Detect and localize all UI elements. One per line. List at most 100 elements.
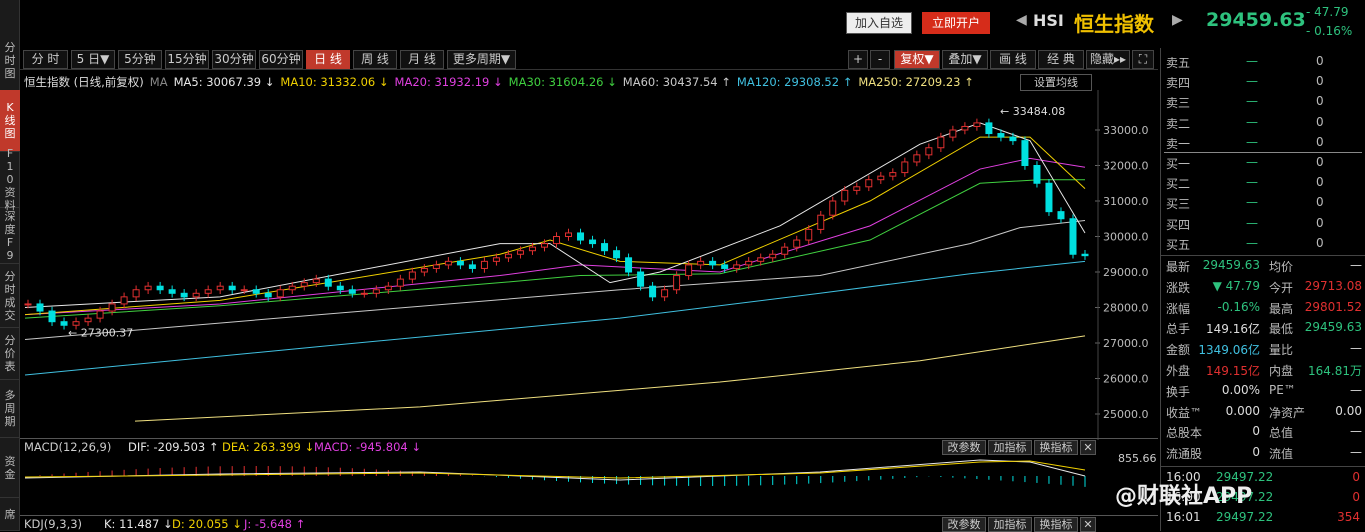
period-tab-5[interactable]: 60分钟 — [259, 50, 303, 69]
tick-volume: 354 — [1337, 510, 1360, 524]
orderbook-price: — — [1246, 155, 1258, 169]
quote-divider — [1161, 255, 1365, 256]
ma-legend-item: MA10: 31332.06 ↓ — [280, 75, 389, 89]
left-tab-0[interactable]: 分时图 — [0, 30, 20, 92]
candle-body — [276, 289, 284, 298]
candle-body — [156, 285, 164, 291]
quote-row: 涨跌 ▼ 47.79 今开 29713.08 — [1166, 279, 1364, 297]
period-tab-4[interactable]: 30分钟 — [212, 50, 256, 69]
macd-legend: MACD: -945.804 ↓ — [314, 440, 421, 454]
orderbook-label: 卖三 — [1166, 96, 1191, 111]
left-tab-2[interactable]: F10资料 — [0, 147, 20, 212]
period-tab-3[interactable]: 15分钟 — [165, 50, 209, 69]
orderbook-label: 买四 — [1166, 217, 1191, 232]
kdj-btn-2[interactable]: 换指标 — [1034, 517, 1078, 532]
orderbook-label: 买三 — [1166, 197, 1191, 212]
tick-price: 29497.22 — [1216, 490, 1274, 504]
candle-body — [889, 172, 897, 177]
open-account-button[interactable]: 立即开户 — [922, 12, 990, 34]
kdj-close-icon[interactable]: ✕ — [1080, 517, 1096, 532]
add-watchlist-button[interactable]: 加入自选 — [846, 12, 912, 34]
candle-body — [408, 271, 416, 280]
next-stock-icon[interactable]: ▶ — [1172, 12, 1183, 28]
macd-btn-0[interactable]: 改参数 — [942, 440, 986, 455]
candle-body — [216, 285, 224, 291]
period-tab-7[interactable]: 周 线 — [353, 50, 397, 69]
macd-btn-2[interactable]: 换指标 — [1034, 440, 1078, 455]
ytick-label: 31000.0 — [1103, 195, 1149, 208]
quote-value: 0.00 — [1335, 403, 1362, 418]
tick-price: 29497.22 — [1216, 470, 1274, 484]
candle-body — [336, 285, 344, 291]
orderbook-label: 买一 — [1166, 157, 1191, 171]
left-tab-7[interactable]: 资金 — [0, 438, 20, 498]
candle-body — [456, 260, 464, 266]
ma-settings-button[interactable]: 设置均线 — [1020, 74, 1092, 91]
chart-tool-5[interactable]: 经 典 — [1038, 50, 1084, 69]
quote-value: 149.16亿 — [1206, 322, 1260, 337]
orderbook-volume: 0 — [1316, 114, 1324, 129]
watermark: @财联社APP — [1115, 484, 1253, 509]
chart-tool-3[interactable]: 叠加▼ — [942, 50, 988, 69]
ma5-line — [24, 122, 1086, 308]
left-tab-6[interactable]: 多周期 — [0, 380, 20, 438]
orderbook-row: 卖四 — 0 — [1166, 74, 1361, 92]
chart-tool-1[interactable]: - — [870, 50, 890, 69]
orderbook-row: 卖二 — 0 — [1166, 115, 1361, 133]
orderbook-label: 卖一 — [1166, 136, 1191, 151]
left-tab-1[interactable]: K线图 — [0, 90, 20, 152]
quote-value: 164.81万 — [1308, 364, 1362, 378]
chart-tool-2[interactable]: 复权▼ — [894, 50, 940, 69]
left-tab-8[interactable]: 席 — [0, 498, 20, 531]
candle-body — [240, 289, 248, 292]
quote-value: — — [1350, 341, 1362, 356]
period-tab-8[interactable]: 月 线 — [400, 50, 444, 69]
ticks-divider — [1161, 466, 1365, 467]
candle-body — [48, 310, 56, 323]
quote-label: 最新 — [1166, 260, 1191, 274]
left-tab-5[interactable]: 分价表 — [0, 328, 20, 380]
kdj-btn-1[interactable]: 加指标 — [988, 517, 1032, 532]
chart-tool-7[interactable]: ⛶ — [1132, 50, 1154, 69]
period-tab-0[interactable]: 分 时 — [23, 50, 68, 69]
candle-body — [1069, 218, 1077, 255]
ma10-line — [24, 136, 1086, 316]
candle-body — [432, 264, 440, 269]
quote-label: 金额 — [1166, 343, 1191, 358]
candle-body — [949, 129, 957, 138]
macd-btn-1[interactable]: 加指标 — [988, 440, 1032, 455]
macd-close-icon[interactable]: ✕ — [1080, 440, 1096, 455]
quote-label: 外盘 — [1166, 364, 1191, 378]
ma-label: MA — [149, 75, 168, 89]
candle-body — [60, 321, 68, 326]
quote-label: 今开 — [1269, 280, 1294, 295]
candle-body — [204, 289, 212, 294]
orderbook-label: 买五 — [1166, 237, 1191, 252]
low-label: ← 27300.37 — [68, 326, 133, 339]
ytick-label: 26000.0 — [1103, 373, 1149, 386]
period-tab-2[interactable]: 5分钟 — [118, 50, 162, 69]
kdj-legend: J: -5.648 ↑ — [244, 517, 306, 531]
orderbook-price: — — [1246, 215, 1258, 230]
prev-stock-icon[interactable]: ◀ — [1016, 12, 1027, 28]
kline-chart[interactable]: 33000.0 32000.0 31000.0 30000.0 29000.0 28000… — [20, 90, 1158, 440]
stock-code: HSI — [1033, 11, 1064, 30]
macd-chart — [24, 459, 1086, 487]
kdj-btn-0[interactable]: 改参数 — [942, 517, 986, 532]
period-tab-9[interactable]: 更多周期▼ — [447, 50, 516, 69]
quote-label: 涨幅 — [1166, 301, 1191, 316]
period-tab-6[interactable]: 日 线 — [306, 50, 350, 69]
chart-tool-4[interactable]: 画 线 — [990, 50, 1036, 69]
left-tab-4[interactable]: 分时成交 — [0, 264, 20, 328]
candle-body — [120, 296, 128, 305]
candle-body — [1045, 182, 1053, 213]
chart-tool-0[interactable]: + — [848, 50, 868, 69]
chart-tool-6[interactable]: 隐藏▸▸ — [1086, 50, 1130, 69]
quote-row: 涨幅 -0.16% 最高 29801.52 — [1166, 300, 1364, 318]
ma20-line — [24, 157, 1086, 316]
period-tab-1[interactable]: 5 日▼ — [71, 50, 115, 69]
left-tab-3[interactable]: 深度F9 — [0, 208, 20, 264]
orderbook-row: 卖一 — 0 — [1166, 135, 1361, 153]
orderbook-label: 卖五 — [1166, 56, 1191, 70]
